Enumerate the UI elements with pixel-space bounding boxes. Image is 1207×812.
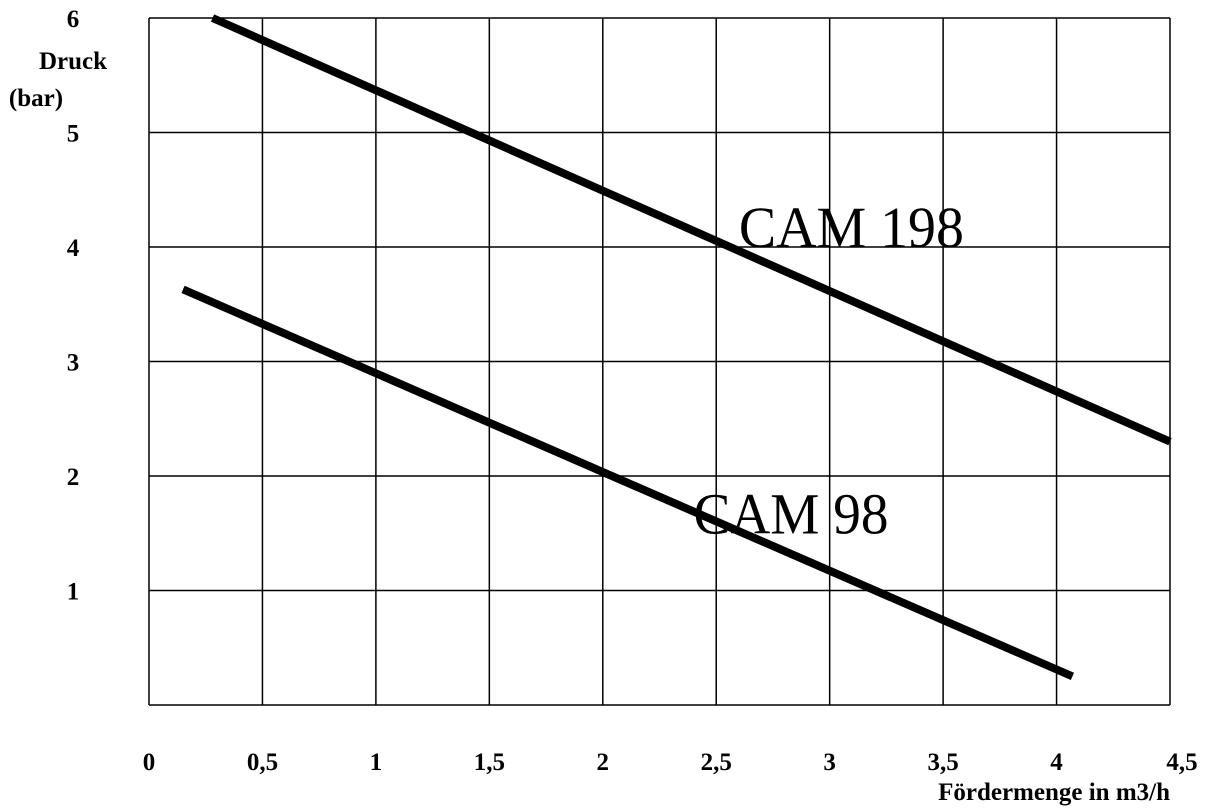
- y-tick-label-2: 3: [67, 350, 80, 377]
- series-line-1: [181, 285, 1075, 681]
- y-axis-title-line-1: Druck: [39, 48, 107, 75]
- y-tick-label-5: 6: [67, 6, 80, 33]
- x-tick-label-9: 4,5: [1166, 749, 1197, 776]
- series-label-0: CAM 198: [739, 195, 964, 260]
- x-axis-title: Fördermenge in m3/h: [938, 779, 1170, 806]
- x-tick-label-6: 3: [823, 749, 836, 776]
- y-tick-label-1: 2: [67, 464, 80, 491]
- x-tick-label-2: 1: [370, 749, 383, 776]
- x-tick-label-4: 2: [597, 749, 610, 776]
- y-axis-title-line-2: (bar): [9, 85, 63, 112]
- y-tick-label-0: 1: [67, 579, 80, 606]
- series-label-1: CAM 98: [694, 481, 889, 546]
- series-lines: [181, 14, 1172, 681]
- x-tick-labels: 0 0,5 1 1,5 2 2,5 3 3,5 4 4,5: [143, 749, 1198, 776]
- x-tick-label-0: 0: [143, 749, 156, 776]
- y-tick-labels: 1 2 3 4 5 6: [67, 6, 80, 606]
- y-tick-label-4: 5: [67, 121, 80, 148]
- y-tick-label-3: 4: [67, 235, 80, 262]
- x-tick-label-1: 0,5: [247, 749, 278, 776]
- x-tick-label-3: 1,5: [474, 749, 505, 776]
- grid: [148, 17, 1171, 706]
- x-tick-label-8: 4: [1050, 749, 1063, 776]
- x-tick-label-7: 3,5: [927, 749, 958, 776]
- series-labels: CAM 198 CAM 98: [694, 195, 964, 546]
- series-line-0: [210, 14, 1172, 446]
- x-tick-label-5: 2,5: [701, 749, 732, 776]
